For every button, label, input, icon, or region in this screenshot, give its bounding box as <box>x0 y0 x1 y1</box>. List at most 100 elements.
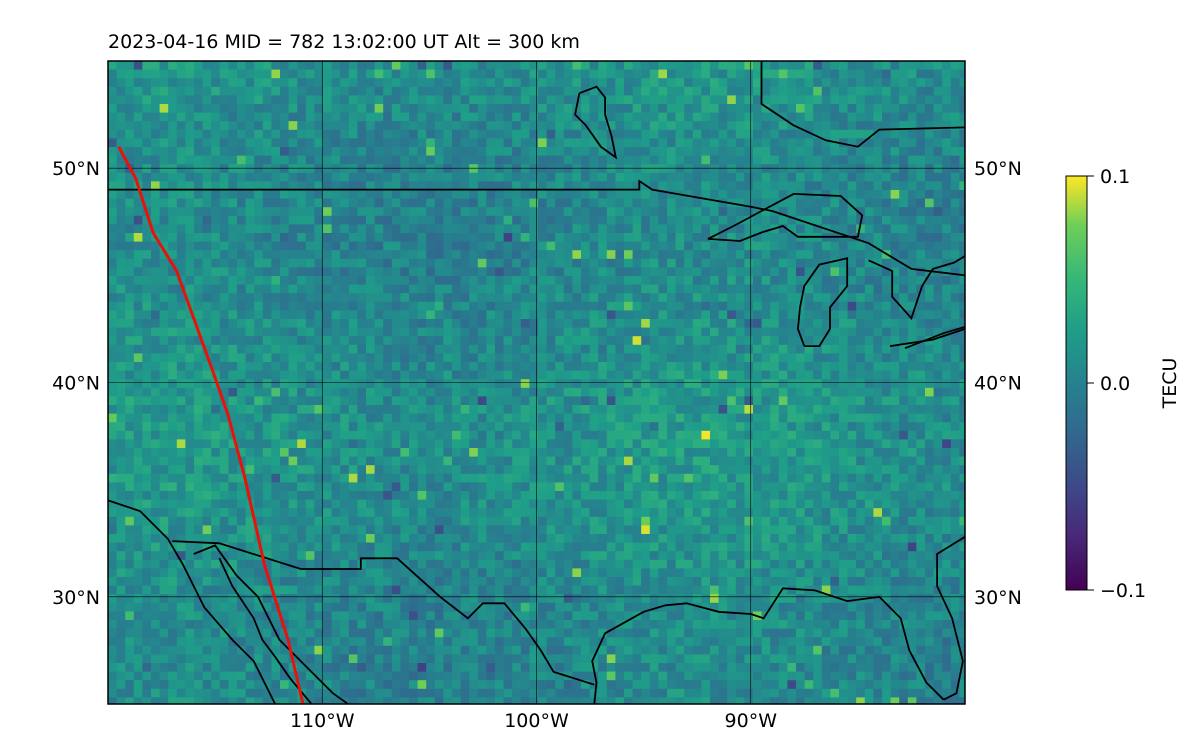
tec-cell <box>658 387 668 397</box>
tec-cell <box>555 61 565 70</box>
tec-cell <box>538 258 547 268</box>
tec-cell <box>692 301 702 311</box>
tec-cell <box>684 181 694 191</box>
tec-cell <box>357 86 367 96</box>
tec-cell <box>219 456 229 466</box>
tec-cell <box>624 482 633 492</box>
tec-cell <box>400 344 410 354</box>
tec-cell <box>323 344 332 354</box>
tec-cell <box>340 448 350 457</box>
tec-cell <box>254 61 264 70</box>
tec-cell <box>684 319 694 328</box>
tec-cell <box>452 413 461 423</box>
tec-cell <box>151 284 160 294</box>
tec-cell <box>434 405 444 414</box>
tec-cell <box>323 198 332 208</box>
tec-cell <box>770 473 780 483</box>
tec-cell <box>753 362 762 371</box>
tec-cell <box>409 310 418 320</box>
tec-cell <box>606 121 616 131</box>
tec-cell <box>753 78 762 88</box>
tec-cell <box>331 310 341 320</box>
tec-cell <box>426 172 436 182</box>
tec-cell <box>787 465 797 475</box>
tec-cell <box>348 147 358 156</box>
tec-cell <box>211 482 221 492</box>
tec-cell <box>202 224 212 234</box>
tec-cell <box>452 267 461 277</box>
tec-cell <box>744 387 754 397</box>
tec-cell <box>108 69 117 79</box>
tec-cell <box>925 284 934 294</box>
tec-cell <box>864 353 874 363</box>
tec-cell <box>735 172 745 182</box>
tec-cell <box>503 473 513 483</box>
tec-cell <box>340 69 350 79</box>
tec-cell <box>950 250 960 260</box>
tec-cell <box>624 379 633 389</box>
tec-cell <box>710 164 719 174</box>
tec-cell <box>512 61 522 70</box>
tec-cell <box>847 241 857 251</box>
tec-cell <box>331 241 341 251</box>
tec-cell <box>305 387 315 397</box>
tec-cell <box>744 319 754 328</box>
tec-cell <box>400 456 410 466</box>
tec-cell <box>890 284 900 294</box>
tec-cell <box>718 327 728 337</box>
tec-cell <box>202 250 212 260</box>
tec-cell <box>529 250 539 260</box>
tec-cell <box>443 319 453 328</box>
tec-cell <box>890 379 900 389</box>
tec-cell <box>168 61 178 70</box>
tec-cell <box>813 164 823 174</box>
tec-cell <box>546 284 556 294</box>
tec-cell <box>710 362 719 371</box>
tec-cell <box>133 207 143 217</box>
tec-cell <box>185 344 195 354</box>
tec-cell <box>778 207 788 217</box>
tec-cell <box>890 301 900 311</box>
tec-cell <box>116 344 126 354</box>
tec-cell <box>486 387 496 397</box>
tec-cell <box>323 86 332 96</box>
tec-cell <box>942 181 952 191</box>
tec-cell <box>770 319 780 328</box>
tec-cell <box>237 164 246 174</box>
tec-cell <box>426 190 436 199</box>
tec-cell <box>280 465 289 475</box>
tec-cell <box>288 482 298 492</box>
tec-cell <box>340 284 350 294</box>
tec-cell <box>942 241 952 251</box>
tec-cell <box>357 370 367 380</box>
tec-cell <box>486 439 496 449</box>
tec-cell <box>581 439 590 449</box>
tec-cell <box>718 233 728 242</box>
tec-cell <box>340 233 350 242</box>
tec-cell <box>839 310 848 320</box>
tec-cell <box>606 69 616 79</box>
tec-cell <box>907 224 917 234</box>
tec-cell <box>882 129 891 139</box>
tec-cell <box>589 121 599 131</box>
tec-cell <box>434 215 444 225</box>
tec-cell <box>804 301 814 311</box>
tec-cell <box>546 172 556 182</box>
tec-cell <box>925 172 934 182</box>
tec-cell <box>692 172 702 182</box>
tec-cell <box>821 482 831 492</box>
tec-cell <box>520 422 530 432</box>
tec-cell <box>864 276 874 285</box>
tec-cell <box>245 448 255 457</box>
tec-cell <box>710 456 719 466</box>
tec-cell <box>649 405 659 414</box>
tec-cell <box>555 250 565 260</box>
tec-cell <box>305 69 315 79</box>
tec-cell <box>770 190 780 199</box>
tec-cell <box>495 258 504 268</box>
tec-cell <box>847 319 857 328</box>
tec-cell <box>125 370 135 380</box>
tec-cell <box>331 353 341 363</box>
tec-cell <box>417 482 427 492</box>
tec-cell <box>168 422 178 432</box>
